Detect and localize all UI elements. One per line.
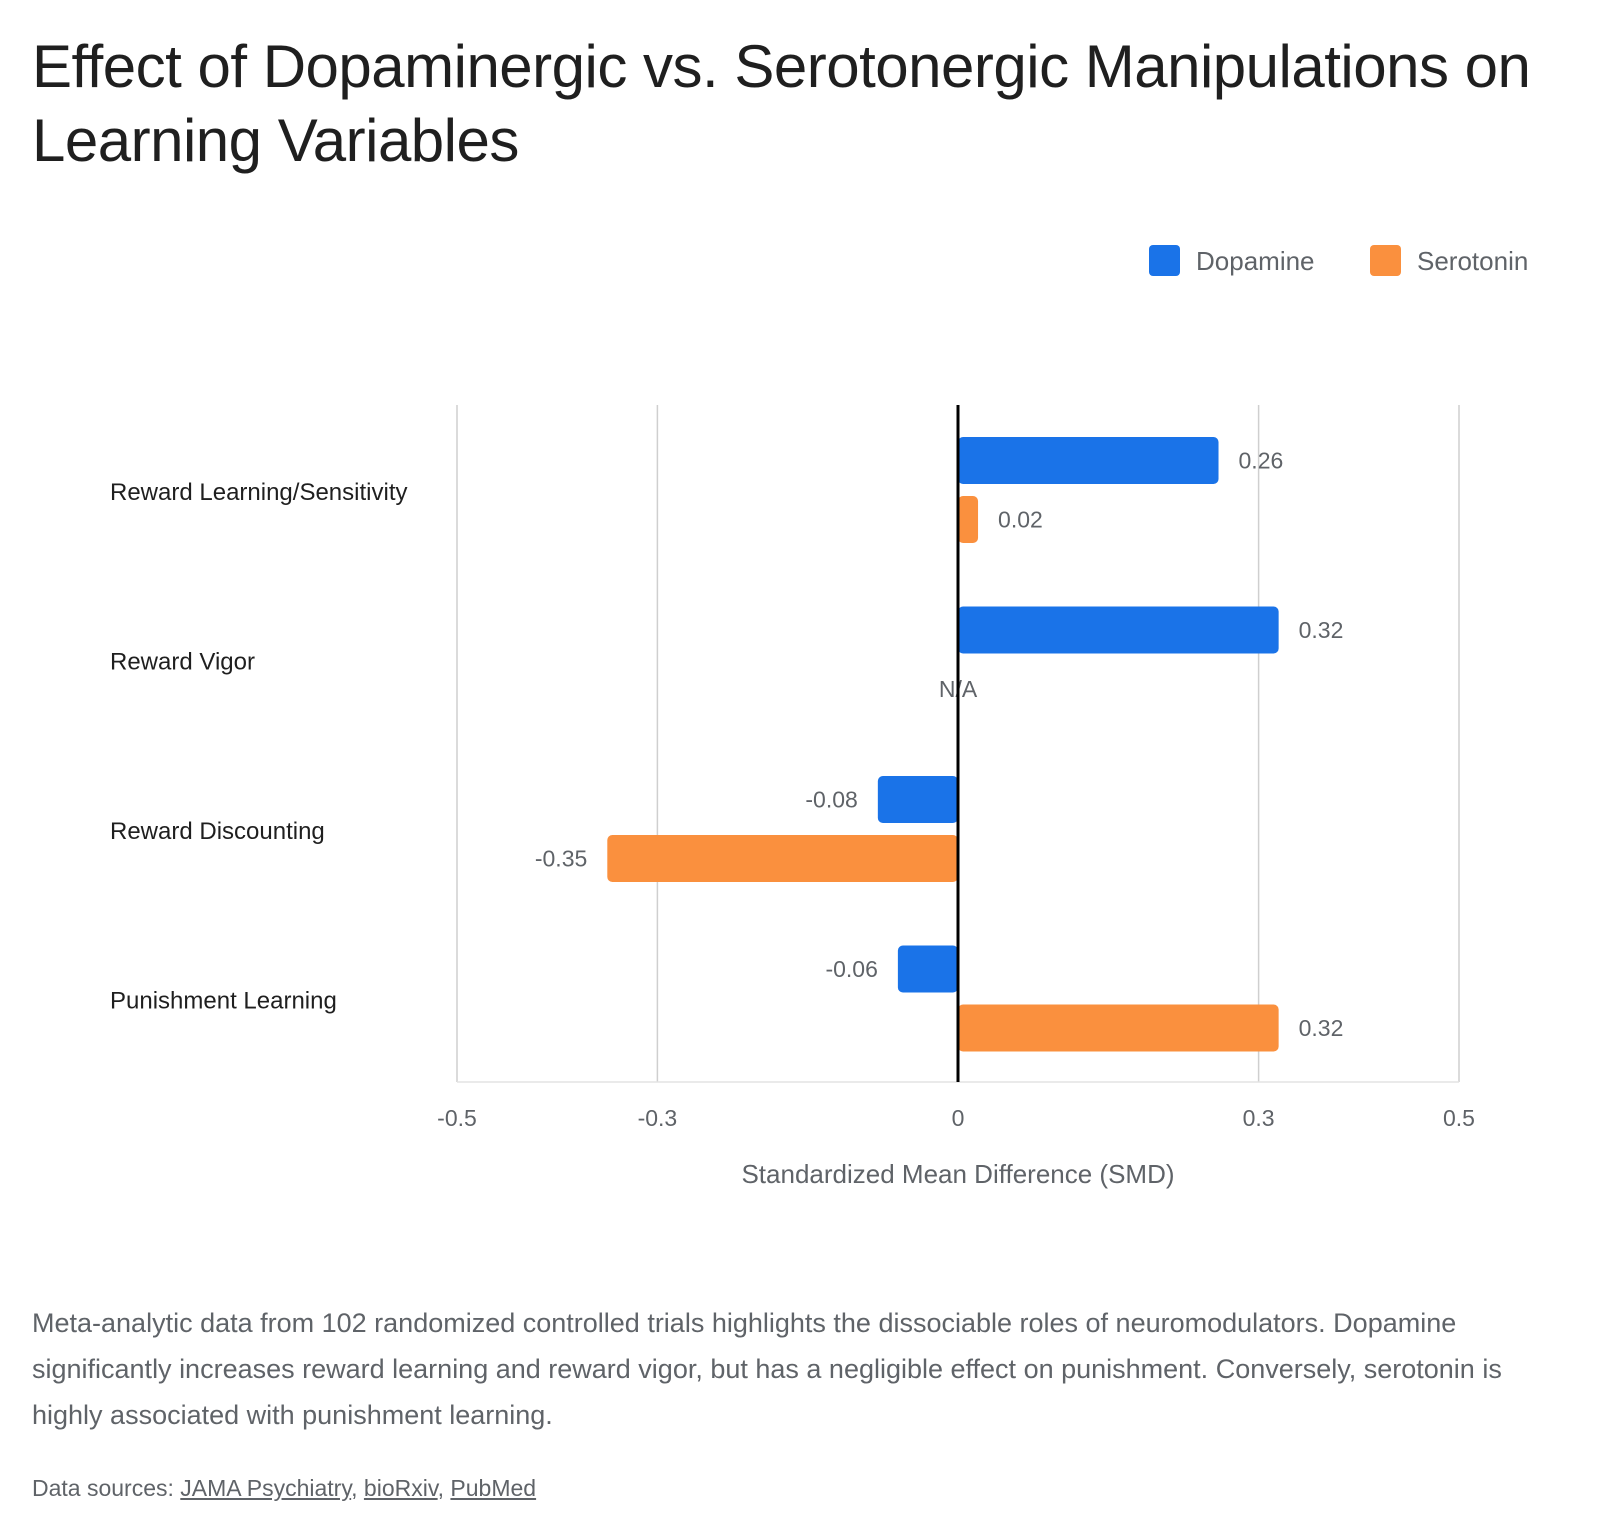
category-label: Reward Discounting xyxy=(110,818,325,845)
legend-label: Serotonin xyxy=(1417,246,1528,276)
x-tick-label: 0.5 xyxy=(1443,1105,1475,1131)
data-label: 0.02 xyxy=(998,507,1043,533)
bar-serotonin xyxy=(958,1004,1279,1052)
data-label: -0.06 xyxy=(825,956,877,982)
bar-dopamine xyxy=(958,437,1219,484)
bar-serotonin xyxy=(607,835,958,882)
source-link-biorxiv[interactable]: bioRxiv xyxy=(363,1475,438,1501)
x-tick-label: -0.5 xyxy=(437,1105,477,1131)
bar-dopamine xyxy=(897,945,958,993)
x-tick-label: -0.3 xyxy=(638,1105,678,1131)
source-link-pubmed[interactable]: PubMed xyxy=(450,1475,537,1501)
category-label: Reward Learning/Sensitivity xyxy=(110,479,407,506)
bar-dopamine xyxy=(958,606,1279,654)
category-label: Reward Vigor xyxy=(110,648,255,675)
bar-dopamine xyxy=(877,776,958,823)
chart-caption: Meta-analytic data from 102 randomized c… xyxy=(32,1308,1502,1430)
source-link-jama[interactable]: JAMA Psychiatry xyxy=(180,1475,352,1501)
legend-swatch-dopamine xyxy=(1149,245,1180,276)
x-axis-title: Standardized Mean Difference (SMD) xyxy=(741,1159,1174,1189)
bar-chart: -0.5 -0.3 0 0.3 0.5 Standardized Mean Differe… xyxy=(110,245,1528,1189)
data-label: -0.08 xyxy=(805,787,857,813)
legend-swatch-serotonin xyxy=(1370,245,1401,276)
data-label: 0.32 xyxy=(1299,1015,1344,1041)
data-label: 0.32 xyxy=(1299,617,1344,643)
sources-prefix: Data sources: xyxy=(32,1475,181,1501)
data-label: -0.35 xyxy=(535,846,587,872)
x-tick-label: 0.3 xyxy=(1243,1105,1275,1131)
legend-label: Dopamine xyxy=(1196,246,1315,276)
x-tick-label: 0 xyxy=(952,1105,965,1131)
data-label: 0.26 xyxy=(1239,448,1284,474)
category-label: Punishment Learning xyxy=(110,987,337,1014)
bar-serotonin xyxy=(958,496,979,543)
chart-title: Effect of Dopaminergic vs. Serotonergic … xyxy=(32,33,1531,174)
data-sources: Data sources: JAMA Psychiatry, bioRxiv, … xyxy=(32,1475,537,1501)
